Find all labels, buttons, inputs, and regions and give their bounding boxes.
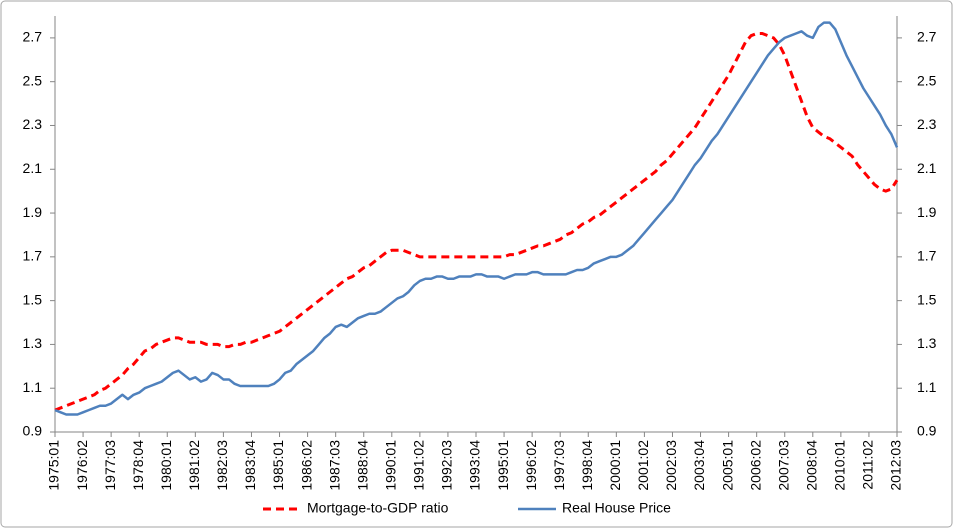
y2-tick-label: 0.9 <box>917 423 937 439</box>
y2-tick-label: 1.7 <box>917 248 937 264</box>
y-tick-label: 1.7 <box>23 248 43 264</box>
x-tick-label: 2012:03 <box>888 440 904 491</box>
x-tick-label: 1992:03 <box>439 440 455 491</box>
x-tick-label: 1980:01 <box>158 440 174 491</box>
x-tick-label: 1988:04 <box>354 440 370 491</box>
x-tick-label: 2006:02 <box>747 440 763 491</box>
y2-tick-label: 2.7 <box>917 29 937 45</box>
x-tick-label: 2000:01 <box>607 440 623 491</box>
x-tick-label: 2011:02 <box>860 440 876 490</box>
y-tick-label: 1.1 <box>23 379 43 395</box>
y-tick-label: 0.9 <box>23 423 43 439</box>
x-tick-label: 1986:02 <box>298 440 314 491</box>
y-tick-label: 2.7 <box>23 29 43 45</box>
x-tick-label: 1975:01 <box>46 440 62 491</box>
x-tick-label: 1993:04 <box>467 440 483 491</box>
y-tick-label: 1.9 <box>23 204 43 220</box>
x-tick-label: 2002:03 <box>663 440 679 491</box>
x-tick-label: 1997:03 <box>551 440 567 491</box>
legend-label: Mortgage-to-GDP ratio <box>307 500 449 516</box>
y-tick-label: 2.3 <box>23 116 43 132</box>
x-tick-label: 1995:01 <box>495 440 511 491</box>
y2-tick-label: 1.9 <box>917 204 937 220</box>
x-tick-label: 2001:02 <box>635 440 651 491</box>
y-tick-label: 1.3 <box>23 335 43 351</box>
x-tick-label: 2010:01 <box>832 440 848 491</box>
line-series <box>54 21 899 416</box>
y2-tick-label: 1.5 <box>917 291 937 307</box>
x-tick-label: 1985:01 <box>270 440 286 491</box>
y-tick-label: 2.1 <box>23 160 43 176</box>
x-tick-label: 1983:04 <box>242 440 258 491</box>
x-tick-label: 2007:03 <box>775 440 791 491</box>
y-tick-label: 1.5 <box>23 291 43 307</box>
x-tick-label: 2003:04 <box>691 440 707 491</box>
x-tick-label: 1982:03 <box>214 440 230 491</box>
x-tick-label: 1978:04 <box>130 440 146 491</box>
y-tick-label: 2.5 <box>23 72 43 88</box>
y2-tick-label: 2.3 <box>917 116 937 132</box>
y2-tick-label: 1.1 <box>917 379 937 395</box>
y2-tick-label: 2.5 <box>917 72 937 88</box>
x-tick-label: 1998:04 <box>579 440 595 491</box>
x-tick-label: 1976:02 <box>74 440 90 491</box>
x-tick-label: 1996:02 <box>523 440 539 491</box>
legend-label: Real House Price <box>562 500 671 516</box>
x-tick-label: 1990:01 <box>383 440 399 491</box>
y2-tick-label: 2.1 <box>917 160 937 176</box>
x-tick-label: 1977:03 <box>102 440 118 491</box>
x-tick-label: 1981:02 <box>186 440 202 491</box>
x-tick-label: 2005:01 <box>719 440 735 491</box>
y2-tick-label: 1.3 <box>917 335 937 351</box>
x-tick-label: 1991:02 <box>411 440 427 491</box>
x-tick-label: 2008:04 <box>804 440 820 491</box>
x-tick-label: 1987:03 <box>326 440 342 491</box>
